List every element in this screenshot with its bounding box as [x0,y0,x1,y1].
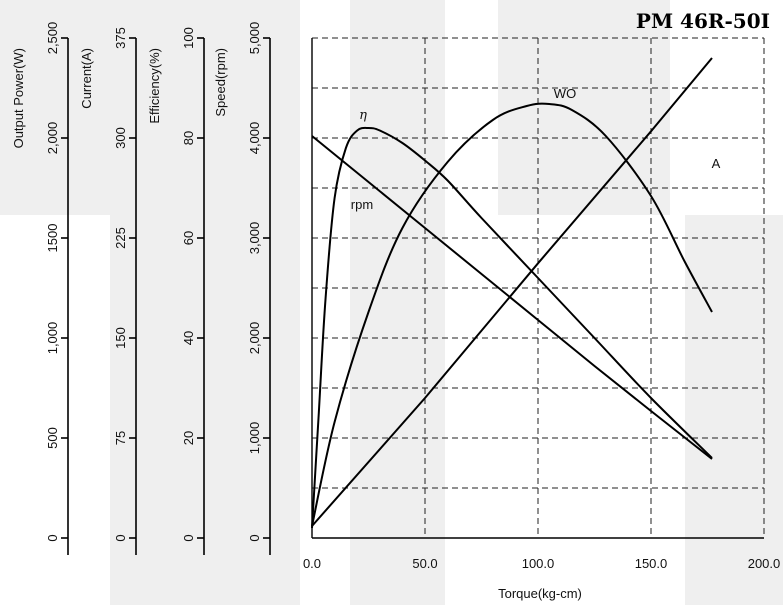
y-tick-label: 1500 [45,224,60,253]
y-tick-label: 2,500 [45,22,60,55]
x-tick-label: 200.0 [748,556,781,571]
y-tick-label: 150 [113,327,128,349]
chart-title: PM 46R-50I [636,9,770,33]
series-label: η [359,108,367,123]
axes: 0.0 50.0 100.0 150.0 200.005001,00015002,000… [11,22,780,571]
background-band [110,215,300,605]
y-tick-label: 375 [113,27,128,49]
y-tick-label: 0 [247,534,262,541]
series-line-a [311,57,713,527]
background-band [350,0,445,605]
background-band [498,0,670,215]
y-tick-label: 40 [181,331,196,345]
series-label: WO [554,86,576,101]
series-line-efficiency [311,126,713,529]
y-tick-label: 3,000 [247,222,262,255]
y-tick-label: 1,000 [247,422,262,455]
y-tick-label: 2,000 [45,122,60,155]
x-axis-label: Torque(kg-cm) [498,586,582,601]
background-band [0,0,300,215]
x-tick-label: 0.0 [303,556,321,571]
y-axis-label: Output Power(W) [11,48,26,148]
grid [312,37,765,539]
x-tick-label: 100.0 [522,556,555,571]
x-tick-label: 150.0 [635,556,668,571]
y-tick-label: 0 [113,534,128,541]
series-label: rpm [351,197,373,212]
series: rpm η WO A [311,57,721,529]
y-tick-label: 500 [45,427,60,449]
y-tick-label: 20 [181,431,196,445]
y-tick-label: 75 [113,431,128,445]
y-tick-label: 1,000 [45,322,60,355]
background-band [685,215,783,605]
series-label: A [712,156,721,171]
y-axis-label: Speed(rpm) [213,48,228,117]
y-tick-label: 2,000 [247,322,262,355]
y-axis-label: Efficiency(%) [147,48,162,124]
y-tick-label: 4,000 [247,122,262,155]
y-tick-label: 60 [181,231,196,245]
y-tick-label: 80 [181,131,196,145]
y-tick-label: 0 [181,534,196,541]
y-tick-label: 100 [181,27,196,49]
series-line-wo [311,102,713,527]
y-tick-label: 300 [113,127,128,149]
x-tick-label: 50.0 [412,556,437,571]
y-axis-label: Current(A) [79,48,94,109]
y-tick-label: 0 [45,534,60,541]
y-tick-label: 225 [113,227,128,249]
y-tick-label: 5,000 [247,22,262,55]
